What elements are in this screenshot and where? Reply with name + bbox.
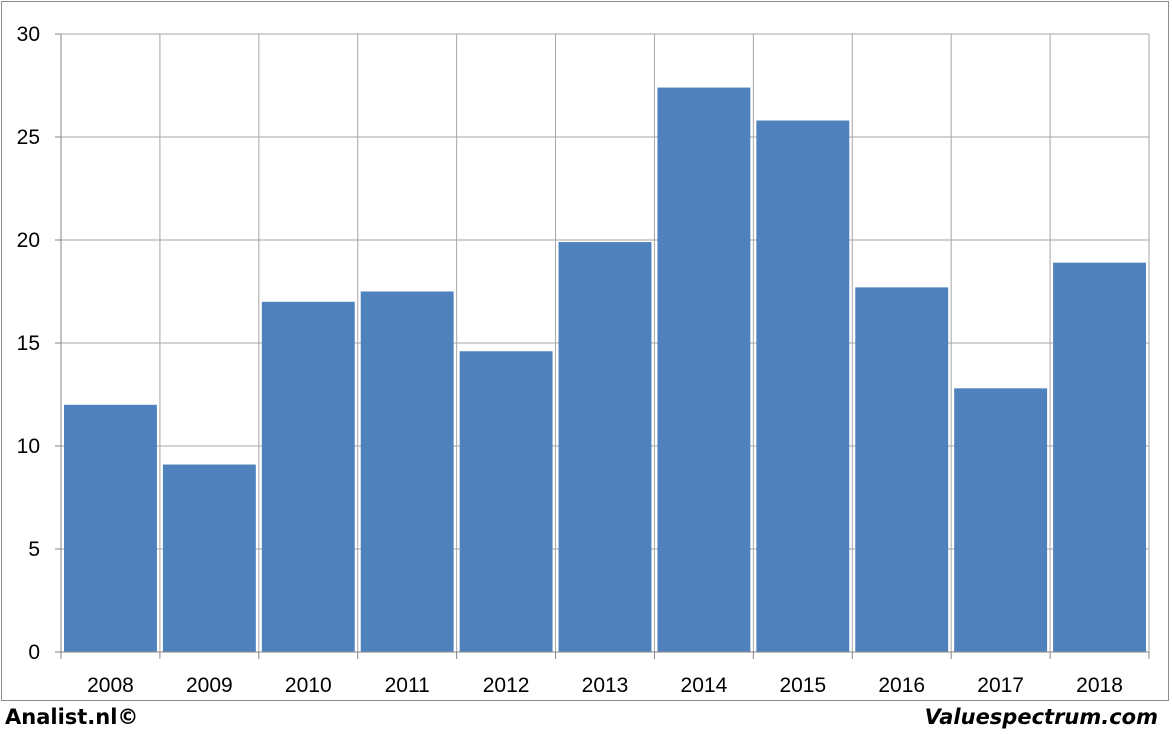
source-credit-right: Valuespectrum.com <box>924 705 1158 729</box>
y-tick-label: 15 <box>17 332 40 355</box>
bar-chart: 0 5 10 15 20 25 30 2008 2009 2010 2011 2012 2013 2014… <box>17 23 1150 697</box>
bar-2012 <box>459 351 553 652</box>
bar-2009 <box>162 464 256 652</box>
bar-2017 <box>954 388 1048 652</box>
y-tick-label: 0 <box>28 641 40 664</box>
bar-2015 <box>756 120 850 652</box>
bar-2014 <box>657 87 751 652</box>
x-tick-label: 2010 <box>285 674 332 697</box>
bar-2018 <box>1053 262 1146 652</box>
x-tick-label: 2012 <box>483 674 530 697</box>
tick-labels: 0 5 10 15 20 25 30 2008 2009 2010 2011 2012 2013 2014… <box>17 23 1123 697</box>
bar-2011 <box>360 291 454 652</box>
bars <box>64 87 1146 652</box>
bar-2016 <box>855 287 949 652</box>
x-tick-label: 2015 <box>779 674 826 697</box>
x-tick-label: 2011 <box>385 674 430 697</box>
x-tick-label: 2014 <box>681 674 728 697</box>
y-tick-label: 25 <box>17 126 40 149</box>
x-tick-label: 2013 <box>582 674 629 697</box>
x-tick-label: 2008 <box>87 674 134 697</box>
bar-2010 <box>261 301 355 652</box>
bar-2013 <box>558 242 652 652</box>
bar-2008 <box>64 404 157 652</box>
y-tick-label: 30 <box>17 23 40 46</box>
source-credit-left: Analist.nl© <box>5 705 139 729</box>
axes <box>55 33 1150 659</box>
x-tick-label: 2016 <box>878 674 925 697</box>
y-tick-label: 10 <box>17 435 40 458</box>
x-tick-label: 2018 <box>1076 674 1123 697</box>
x-tick-label: 2009 <box>186 674 233 697</box>
y-tick-label: 20 <box>17 229 40 252</box>
x-tick-label: 2017 <box>977 674 1024 697</box>
y-tick-label: 5 <box>28 538 40 561</box>
